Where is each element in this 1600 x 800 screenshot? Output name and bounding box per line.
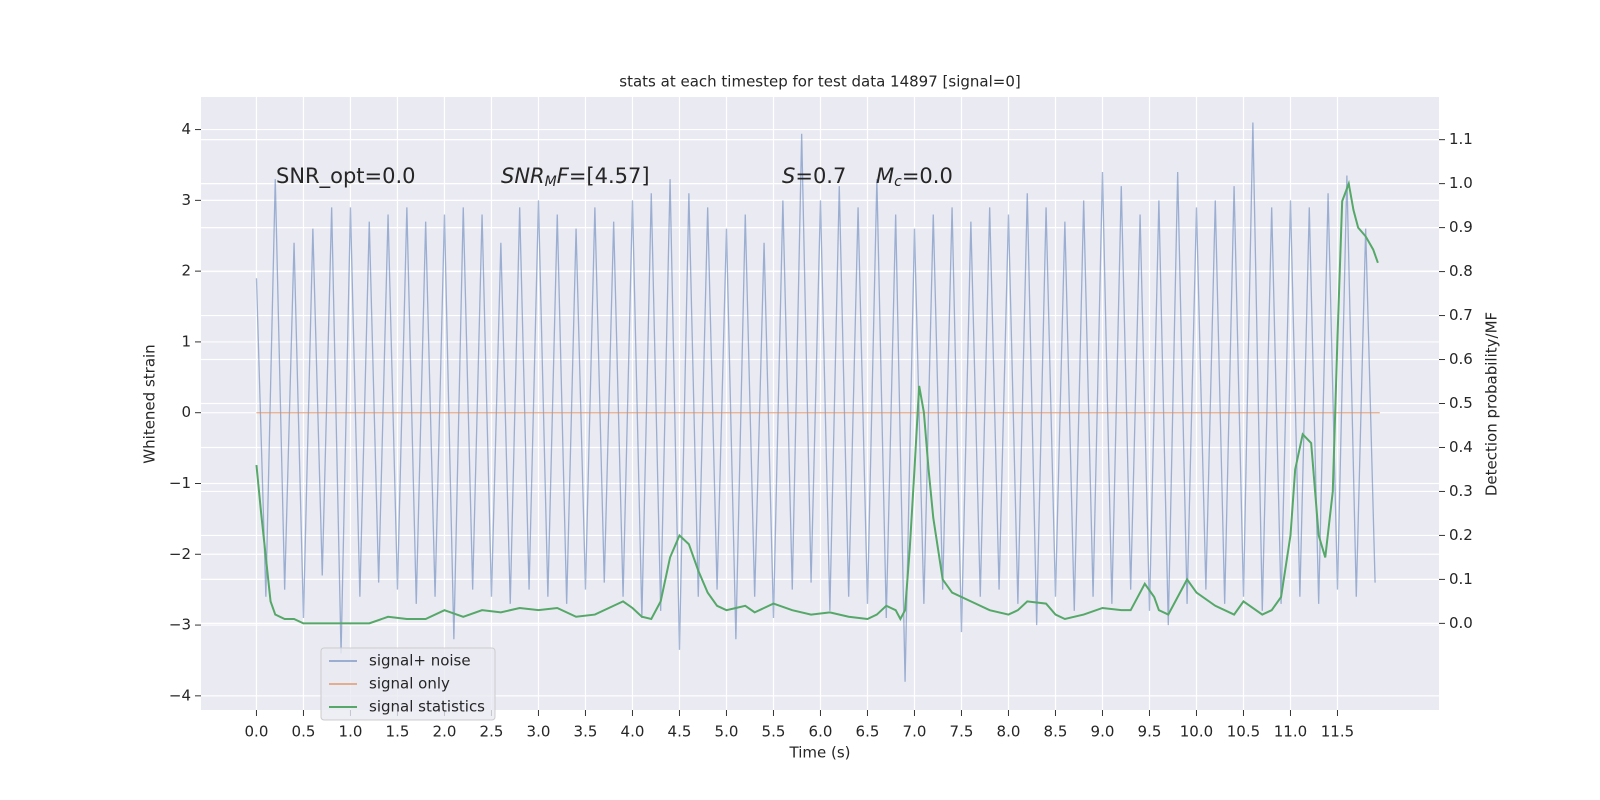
annotation: SNR_opt=0.0 [276,164,416,189]
legend: signal+ noise signal only signal statistic… [320,647,496,721]
annotation-part: =[4.57] [569,164,650,188]
x-tick-label: 1.0 [339,723,363,741]
legend-box [320,647,496,721]
x-tick-label: 9.0 [1091,723,1115,741]
y2-tick-label: 1.1 [1449,130,1473,148]
x-tick-label: 3.0 [527,723,551,741]
series-line [255,179,1379,625]
y-tick-label: 2 [181,262,191,280]
annotation-part: M [876,164,894,188]
annotation-part: S [782,164,795,188]
annotation: SNRMF=[4.57] [501,164,650,190]
y2-tick-label: 0.6 [1449,350,1473,368]
legend-label: signal only [369,675,450,693]
x-tick-label: 9.5 [1138,723,1162,741]
x-tick-label: 0.0 [245,723,269,741]
x-tick-label: 2.5 [480,723,504,741]
y2-tick-label: 0.0 [1449,614,1473,632]
y2-tick-label: 0.2 [1449,526,1473,544]
y-tick-label: 1 [181,332,191,350]
y2-tick-label: 1.0 [1449,174,1473,192]
x-tick-label: 10.0 [1180,723,1213,741]
annotation-part: SNR [501,164,545,188]
series-line [255,122,1376,682]
annotation-part: F [557,164,570,188]
x-tick-label: 11.5 [1321,723,1354,741]
x-tick-label: 1.5 [386,723,410,741]
x-tick-label: 0.5 [292,723,316,741]
y2-tick-label: 0.3 [1449,482,1473,500]
annotation-part: c [894,174,902,190]
y2-tick-label: 0.5 [1449,394,1473,412]
x-tick-label: 7.0 [903,723,927,741]
annotation-part: =0.7 [795,164,846,188]
y2-tick-label: 0.1 [1449,570,1473,588]
y-tick-label: −1 [169,474,191,492]
annotation: S=0.7 [782,164,846,188]
y-tick-label: −4 [169,686,191,704]
annotation-part: =0.0 [902,164,953,188]
y2-tick-label: 0.8 [1449,262,1473,280]
x-tick-label: 8.0 [997,723,1021,741]
x-tick-label: 4.5 [668,723,692,741]
x-tick-label: 2.0 [433,723,457,741]
y2-axis-label: Detection probability/MF [1483,312,1501,496]
y-tick-label: 4 [181,120,191,138]
x-tick-label: 10.5 [1227,723,1260,741]
x-tick-label: 7.5 [950,723,974,741]
y2-tick-label: 0.4 [1449,438,1473,456]
x-tick-label: 8.5 [1044,723,1068,741]
legend-label: signal statistics [369,698,485,716]
y-tick-label: 3 [181,191,191,209]
x-tick-label: 6.0 [809,723,833,741]
annotation-part: SNR_opt=0.0 [276,164,416,189]
y2-tick-label: 0.7 [1449,306,1473,324]
annotation: Mc=0.0 [876,164,953,190]
y-tick-label: −2 [169,545,191,563]
x-tick-label: 3.5 [574,723,598,741]
y-tick-label: −3 [169,616,191,634]
x-tick-label: 5.0 [715,723,739,741]
chart-title: stats at each timestep for test data 148… [619,73,1020,91]
y2-tick-label: 0.9 [1449,218,1473,236]
x-tick-label: 4.0 [621,723,645,741]
x-axis-label: Time (s) [789,744,851,762]
y-axis-label: Whitened strain [141,344,159,463]
annotation-part: M [545,174,557,190]
x-tick-label: 11.0 [1274,723,1307,741]
x-tick-label: 6.5 [856,723,880,741]
x-tick-label: 5.5 [762,723,786,741]
y-tick-label: 0 [181,403,191,421]
legend-label: signal+ noise [369,652,471,670]
